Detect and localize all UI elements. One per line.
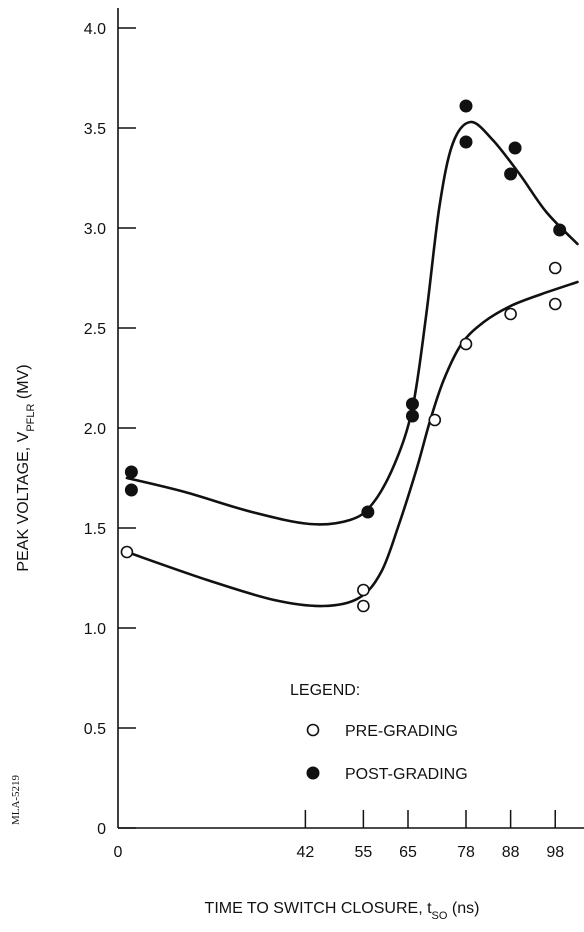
pre-grading-point [504,307,517,321]
legend-title: LEGEND: [290,682,360,699]
x-tick-label: 88 [502,844,520,861]
figure-code: MLA-5219 [10,774,22,825]
y-tick-label: 4.0 [84,21,106,38]
legend: LEGEND: PRE-GRADING POST-GRADING [290,682,468,783]
legend-label-post-grading: POST-GRADING [345,766,468,783]
x-tick-label: 65 [399,844,417,861]
x-tick-label: 0 [114,844,123,861]
legend-label-pre-grading: PRE-GRADING [345,723,458,740]
post-grading-point [405,397,419,411]
pre-grading-curve [125,280,579,608]
pre-grading-point [548,261,562,275]
data-points [120,99,567,613]
y-tick-label: 1.5 [84,521,106,538]
pre-grading-point [357,599,370,613]
y-tick-label: 0.5 [84,721,106,738]
pre-grading-point [357,583,370,597]
x-axis-title: TIME TO SWITCH CLOSURE, tSO (ns) [205,900,480,922]
post-grading-point [405,409,419,423]
pre-grading-point [459,337,473,351]
post-grading-point [508,141,522,155]
post-grading-point [553,223,567,237]
y-tick-label: 2.0 [84,421,106,438]
x-tick-label: 55 [354,844,372,861]
y-tick-label: 1.0 [84,621,106,638]
y-tick-label: 3.5 [84,121,106,138]
y-tick-label: 0 [97,821,106,838]
pre-grading-point [548,297,562,311]
pre-grading-point [120,545,134,559]
post-grading-point [124,465,138,479]
axes [117,8,584,829]
fit-curves [125,120,579,608]
legend-marker-post-grading [306,766,320,780]
post-grading-point [459,99,473,113]
y-axis-title: PEAK VOLTAGE, VPFLR (MV) [15,364,37,571]
y-tick-label: 3.0 [84,221,106,238]
y-ticks: 0 0.5 1.0 1.5 2.0 2.5 3.0 3.5 4.0 [84,21,136,838]
y-tick-label: 2.5 [84,321,106,338]
post-grading-point [361,505,375,519]
pre-grading-point [428,413,442,427]
post-grading-curve [125,120,579,526]
x-tick-label: 98 [546,844,564,861]
x-ticks: 0 42 55 65 78 88 98 [114,810,564,861]
post-grading-point [124,483,138,497]
legend-marker-pre-grading [306,723,320,737]
x-tick-label: 78 [457,844,475,861]
x-tick-label: 42 [296,844,314,861]
post-grading-point [459,135,473,149]
post-grading-point [504,167,518,181]
